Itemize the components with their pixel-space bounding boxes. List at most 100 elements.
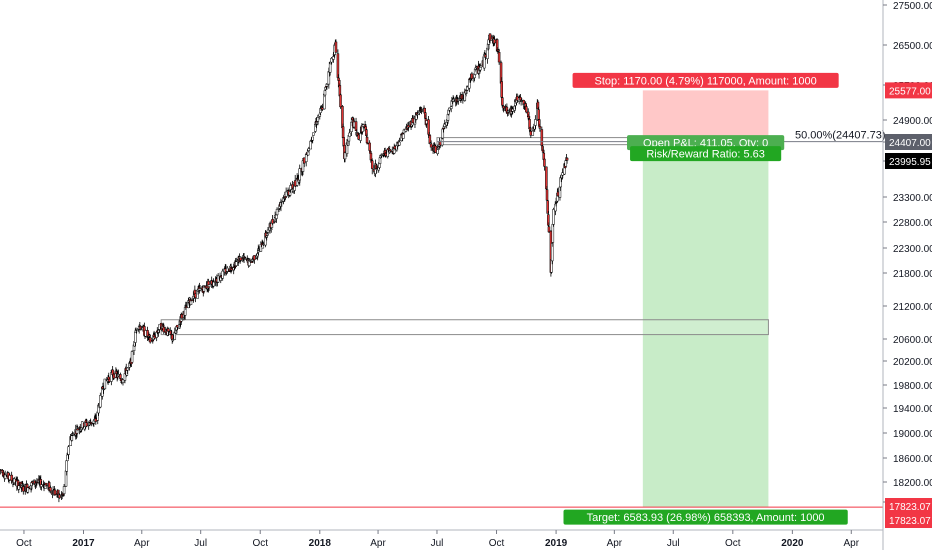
candle-up xyxy=(17,485,21,490)
candle-down xyxy=(497,52,501,63)
time-tick-label: Apr xyxy=(843,538,859,549)
price-tick-label: 18200.00 xyxy=(893,478,932,489)
candle-up xyxy=(563,163,566,175)
time-tick-label: Apr xyxy=(607,538,623,549)
candle-up xyxy=(449,106,453,109)
price-tag: 24407.00 xyxy=(889,138,931,149)
candle-up xyxy=(26,487,30,493)
candle-down xyxy=(368,142,371,151)
candle-up xyxy=(298,168,301,181)
candle-down xyxy=(537,109,540,120)
candle-up xyxy=(318,113,322,117)
time-tick-label: Apr xyxy=(134,538,150,549)
candle-up xyxy=(65,460,68,472)
candle-down xyxy=(339,94,342,108)
candle-up xyxy=(62,486,66,494)
candle-up xyxy=(479,65,483,68)
position-labels[interactable]: Stop: 1170.00 (4.79%) 117000, Amount: 10… xyxy=(563,72,848,525)
candle-up xyxy=(67,446,70,455)
candle-up xyxy=(183,307,187,316)
price-tick-label: 23300.00 xyxy=(893,193,932,204)
candle-up xyxy=(348,132,351,137)
candle-up xyxy=(284,191,288,197)
price-tick-label: 19000.00 xyxy=(893,429,932,440)
candle-down xyxy=(365,136,369,144)
candle-down xyxy=(545,166,548,190)
target-label-bg xyxy=(563,509,848,525)
candle-down xyxy=(536,101,540,110)
fib-level-label: 50.00%(24407.73) xyxy=(795,130,886,142)
time-tick-label: Apr xyxy=(370,538,386,549)
candle-down xyxy=(542,152,546,160)
candle-up xyxy=(66,454,69,462)
candle-down xyxy=(429,143,433,148)
candle-down xyxy=(167,328,170,332)
candle-up xyxy=(325,84,329,87)
candle-up xyxy=(212,281,215,287)
candle-up xyxy=(171,339,175,341)
time-tick-label: Oct xyxy=(252,538,268,549)
candle-up xyxy=(564,160,568,167)
time-tick-label: Jul xyxy=(431,538,444,549)
risk-reward-label: Risk/Reward Ratio: 5.63 xyxy=(646,149,765,161)
candle-down xyxy=(470,73,474,79)
price-tick-label: 26500.00 xyxy=(893,41,932,52)
candle-up xyxy=(416,113,419,115)
candle-up xyxy=(202,285,206,292)
candle-down xyxy=(151,339,155,342)
candle-down xyxy=(547,214,550,226)
price-tag: 23995.95 xyxy=(889,157,931,168)
candle-up xyxy=(207,284,211,287)
candle-down xyxy=(119,374,122,379)
candle-up xyxy=(135,329,138,331)
candle-up xyxy=(552,209,555,225)
price-tick-label: 21800.00 xyxy=(893,269,932,280)
candle-up xyxy=(248,259,252,262)
candle-up xyxy=(551,223,555,243)
candle-up xyxy=(332,56,335,60)
price-tag: 25577.00 xyxy=(889,86,931,97)
candle-up xyxy=(103,378,107,390)
candle-down xyxy=(500,81,503,98)
candle-up xyxy=(173,331,177,340)
candle-up xyxy=(531,130,535,136)
candle-down xyxy=(543,158,546,167)
candle-down xyxy=(44,482,48,486)
price-tag-bg xyxy=(885,498,932,514)
candle-down xyxy=(162,326,166,333)
price-tick-label: 20600.00 xyxy=(893,335,932,346)
candle-up xyxy=(235,261,238,266)
candle-up xyxy=(402,133,405,139)
candle-down xyxy=(342,137,345,147)
candle-down xyxy=(547,226,551,233)
time-tick-label: 2017 xyxy=(72,538,95,549)
time-tick-label: Jul xyxy=(667,538,680,549)
candle-down xyxy=(239,257,243,261)
candle-up xyxy=(316,117,320,122)
candle-up xyxy=(265,235,268,238)
candle-up xyxy=(309,140,312,150)
risk-reward-label-bg xyxy=(630,146,782,162)
candle-up xyxy=(420,110,424,112)
candle-up xyxy=(380,154,383,157)
target-label: Target: 6583.93 (26.98%) 658393, Amount:… xyxy=(587,512,825,524)
candle-down xyxy=(336,53,340,78)
price-tick-label: 24900.00 xyxy=(893,116,932,127)
price-tag-bg xyxy=(885,82,932,99)
time-tick-label: 2018 xyxy=(309,538,332,549)
candle-up xyxy=(121,379,125,383)
candle-up xyxy=(466,86,469,91)
time-tick-label: 2019 xyxy=(545,538,568,549)
candle-up xyxy=(189,300,193,305)
candle-up xyxy=(343,152,347,160)
candle-up xyxy=(550,242,554,262)
candle-up xyxy=(307,148,311,151)
candle-up xyxy=(554,203,557,212)
price-tick-label: 20200.00 xyxy=(893,357,932,368)
candle-up xyxy=(269,228,273,230)
candle-up xyxy=(311,136,314,141)
candle-up xyxy=(134,331,137,343)
